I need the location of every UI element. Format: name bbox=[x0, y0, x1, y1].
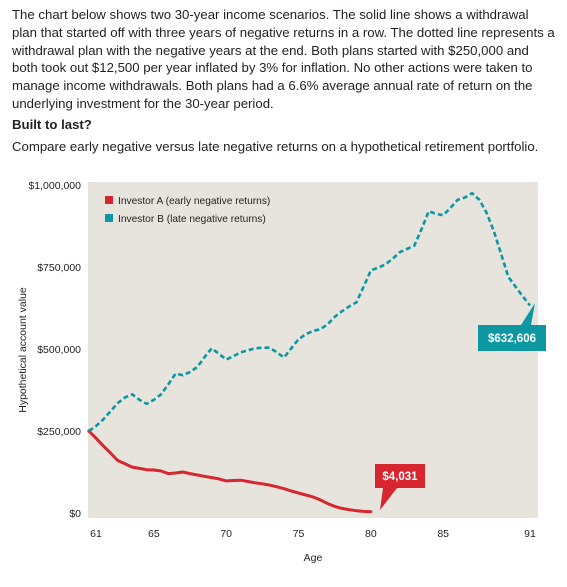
legend-label-investor-a: Investor A (early negative returns) bbox=[118, 196, 270, 207]
series-layer bbox=[87, 191, 532, 514]
y-tick-label: $250,000 bbox=[37, 426, 81, 438]
legend: Investor A (early negative returns) Inve… bbox=[105, 196, 270, 225]
legend-label-investor-b: Investor B (late negative returns) bbox=[118, 214, 266, 225]
callout-investor-b-box bbox=[478, 325, 546, 351]
series-line-investor-b bbox=[88, 191, 532, 433]
callout-investor-a: $4,031 bbox=[375, 464, 425, 510]
y-tick-label: $500,000 bbox=[37, 344, 81, 356]
callout-investor-a-box bbox=[375, 464, 425, 488]
x-tick-label: 70 bbox=[220, 528, 232, 540]
x-tick-label: 61 bbox=[90, 528, 102, 540]
chart-heading: Built to last? bbox=[12, 117, 92, 132]
series-line-investor-a bbox=[87, 429, 373, 514]
y-tick-label: $0 bbox=[69, 508, 81, 520]
legend-swatch-investor-b bbox=[105, 214, 113, 222]
x-axis-label: Age bbox=[304, 552, 323, 564]
y-tick-label: $750,000 bbox=[37, 262, 81, 274]
y-axis-ticks: $0 $250,000 $500,000 $750,000 $1,000,000 bbox=[28, 180, 81, 520]
x-tick-label: 75 bbox=[293, 528, 305, 540]
x-tick-label: 91 bbox=[524, 528, 536, 540]
x-tick-label: 85 bbox=[437, 528, 449, 540]
callout-investor-a-label: $4,031 bbox=[382, 471, 418, 483]
legend-swatch-investor-a bbox=[105, 196, 113, 204]
x-axis-ticks: 61 65 70 75 80 85 91 bbox=[90, 528, 536, 540]
value-callouts: $632,606 $4,031 bbox=[375, 303, 546, 510]
callout-investor-a-pointer bbox=[380, 488, 397, 510]
y-tick-label: $1,000,000 bbox=[28, 180, 81, 192]
y-axis-label: Hypothetical account value bbox=[17, 287, 29, 413]
callout-investor-b: $632,606 bbox=[478, 303, 546, 351]
x-tick-label: 65 bbox=[148, 528, 160, 540]
plot-area bbox=[88, 182, 538, 518]
chart-subheading: Compare early negative versus late negat… bbox=[12, 139, 539, 154]
intro-paragraph: The chart below shows two 30-year income… bbox=[12, 7, 555, 111]
x-tick-label: 80 bbox=[365, 528, 377, 540]
callout-investor-b-label: $632,606 bbox=[488, 333, 536, 345]
callout-investor-b-pointer bbox=[521, 303, 535, 325]
